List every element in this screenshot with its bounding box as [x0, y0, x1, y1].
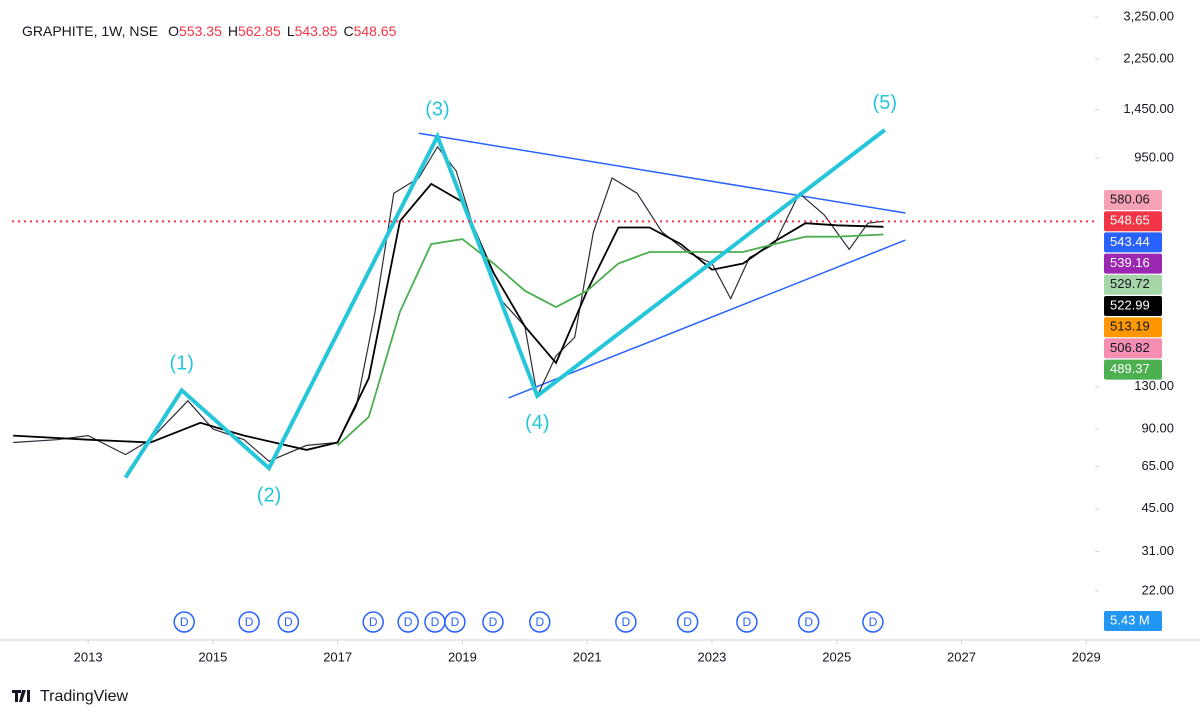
ohlc-key: O	[168, 23, 179, 39]
dividend-label: D	[622, 615, 631, 629]
dividend-marker	[862, 611, 884, 633]
price-label: 529.72	[1110, 276, 1150, 291]
dividend-label: D	[245, 615, 254, 629]
ohlc-value: 543.85	[295, 23, 338, 39]
dividend-marker	[482, 611, 504, 633]
x-tick-label: 2017	[323, 649, 352, 664]
price-line	[336, 233, 884, 447]
price-label-bg	[1104, 296, 1162, 316]
ohlc-key: H	[228, 23, 238, 39]
y-tick-label: 130.00	[1134, 378, 1174, 393]
price-label-bg	[1104, 274, 1162, 295]
trend-line	[508, 239, 906, 399]
y-tick-label: 2,250.00	[1123, 51, 1174, 66]
dividend-label: D	[804, 615, 813, 629]
ohlc-key: C	[343, 23, 353, 39]
x-tick-label: 2021	[573, 649, 602, 664]
y-tick-label: 65.00	[1141, 458, 1174, 473]
price-label: 539.16	[1110, 255, 1150, 270]
x-tick-label: 2019	[448, 649, 477, 664]
ohlc-value: 548.65	[354, 23, 397, 39]
wave-label: (2)	[257, 484, 281, 506]
dividend-marker	[277, 611, 300, 633]
price-label: 506.82	[1110, 340, 1150, 355]
y-tick-label: 45.00	[1141, 500, 1174, 515]
dividend-marker	[397, 611, 419, 633]
dividend-label: D	[743, 615, 752, 629]
y-tick-label: 3,250.00	[1123, 8, 1174, 23]
wave-label: (4)	[525, 412, 549, 434]
x-tick-label: 2023	[697, 649, 726, 664]
wave-label: (5)	[873, 92, 897, 114]
price-label: 513.19	[1110, 319, 1150, 334]
price-label-bg	[1104, 253, 1162, 274]
dividend-label: D	[284, 615, 293, 629]
header: GRAPHITE, 1W, NSE O553.35 H562.85 L543.85 C5…	[22, 23, 397, 39]
brand-logo	[12, 690, 30, 702]
price-label-bg	[1104, 232, 1162, 253]
y-tick-label: 90.00	[1141, 420, 1174, 435]
dividend-marker	[444, 611, 466, 633]
price-line	[13, 182, 884, 451]
x-tick-label: 2027	[947, 649, 976, 664]
dividend-label: D	[489, 615, 498, 629]
x-tick-label: 2013	[74, 649, 103, 664]
x-tick-label: 2029	[1072, 649, 1101, 664]
price-label: 548.65	[1110, 213, 1150, 228]
volume-label: 5.43 M	[1110, 612, 1150, 627]
header-text: GRAPHITE, 1W, NSE O553.35 H562.85 L543.85 C5…	[22, 23, 397, 39]
dividend-marker	[238, 611, 260, 633]
ohlc-value: 562.85	[238, 23, 281, 39]
dividend-label: D	[683, 615, 692, 629]
price-label-bg	[1104, 211, 1162, 232]
dividend-marker	[362, 611, 384, 633]
dividend-label: D	[869, 615, 878, 629]
y-tick-label: 950.00	[1134, 150, 1174, 165]
symbol: GRAPHITE, 1W, NSE	[22, 23, 158, 39]
dividend-label: D	[180, 615, 189, 629]
price-label-bg	[1104, 190, 1162, 210]
dividend-marker	[797, 611, 820, 633]
ohlc-value: 553.35	[179, 23, 222, 39]
volume-label-bg	[1104, 611, 1162, 631]
dividend-marker	[529, 611, 551, 633]
trend-line	[418, 132, 906, 214]
x-tick-label: 2015	[198, 649, 227, 664]
price-label: 543.44	[1110, 234, 1150, 249]
y-tick-label: 1,450.00	[1123, 101, 1174, 116]
wave-line	[123, 128, 887, 479]
price-label: 580.06	[1110, 191, 1150, 206]
dividend-label: D	[535, 615, 544, 629]
dividend-label: D	[404, 615, 413, 629]
brand-name: TradingView	[40, 688, 128, 705]
x-tick-label: 2025	[822, 649, 851, 664]
dividend-marker	[615, 611, 637, 633]
dividend-marker	[173, 611, 195, 633]
wave-label: (3)	[425, 99, 449, 121]
dividend-label: D	[431, 615, 440, 629]
price-label: 522.99	[1110, 297, 1150, 312]
wave-label: (1)	[169, 353, 193, 375]
y-tick-label: 22.00	[1141, 582, 1174, 597]
dividend-label: D	[451, 615, 460, 629]
price-label-bg	[1104, 317, 1162, 338]
price-label: 489.37	[1110, 361, 1150, 376]
dividend-label: D	[369, 615, 378, 629]
dividend-marker	[676, 611, 699, 633]
price-label-bg	[1104, 359, 1162, 380]
ohlc-key: L	[287, 23, 295, 39]
price-label-bg	[1104, 338, 1162, 359]
y-tick-label: 31.00	[1141, 543, 1174, 558]
dividend-marker	[736, 611, 758, 633]
